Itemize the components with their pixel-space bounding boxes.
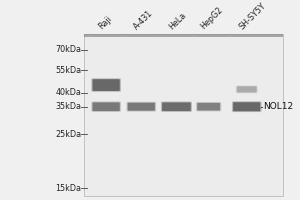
Text: 70kDa: 70kDa <box>55 45 81 54</box>
Text: SH-SY5Y: SH-SY5Y <box>237 1 268 31</box>
Bar <box>84 34 283 37</box>
FancyBboxPatch shape <box>162 102 191 111</box>
Text: NOL12: NOL12 <box>263 102 293 111</box>
Text: 55kDa: 55kDa <box>55 66 81 75</box>
Text: Raji: Raji <box>97 15 114 31</box>
FancyBboxPatch shape <box>232 101 262 112</box>
FancyBboxPatch shape <box>237 86 257 93</box>
FancyBboxPatch shape <box>161 102 192 112</box>
FancyBboxPatch shape <box>127 102 156 112</box>
Text: 35kDa: 35kDa <box>55 102 81 111</box>
FancyBboxPatch shape <box>197 103 220 111</box>
Bar <box>84 34 283 196</box>
FancyBboxPatch shape <box>196 102 221 111</box>
FancyBboxPatch shape <box>236 85 258 93</box>
Text: HepG2: HepG2 <box>200 6 225 31</box>
FancyBboxPatch shape <box>92 79 120 91</box>
Text: HeLa: HeLa <box>167 11 188 31</box>
FancyBboxPatch shape <box>91 78 121 92</box>
FancyBboxPatch shape <box>92 102 120 111</box>
FancyBboxPatch shape <box>91 102 121 112</box>
Text: 15kDa: 15kDa <box>55 184 81 193</box>
Text: 25kDa: 25kDa <box>55 130 81 139</box>
FancyBboxPatch shape <box>233 102 260 111</box>
FancyBboxPatch shape <box>128 103 155 111</box>
Text: 40kDa: 40kDa <box>56 88 81 97</box>
Text: A-431: A-431 <box>132 9 155 31</box>
